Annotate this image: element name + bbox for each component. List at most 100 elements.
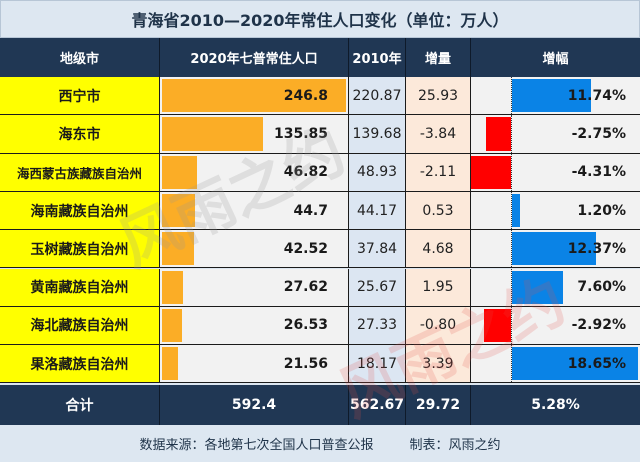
zero-axis-line [511, 306, 512, 345]
growth-bar-negative [483, 308, 511, 343]
city-cell: 果洛藏族自治州 [0, 345, 160, 383]
table-row: 西宁市 246.8 220.87 25.93 11.74% [0, 77, 640, 116]
growth-bar-positive [512, 193, 521, 228]
pop2020-cell: 135.85 [160, 115, 349, 153]
header-pop2010: 2010年 [349, 38, 406, 77]
increase-cell: 25.93 [406, 77, 471, 115]
pop2010-cell: 139.68 [349, 115, 406, 153]
pop2020-value: 246.8 [283, 87, 328, 104]
zero-axis-line [511, 77, 512, 115]
increase-cell: -3.84 [406, 115, 471, 153]
city-cell: 西宁市 [0, 77, 160, 115]
pop2020-value: 27.62 [283, 279, 328, 296]
city-cell: 黄南藏族自治州 [0, 268, 160, 306]
total-growth: 5.28% [531, 397, 580, 413]
header-growth: 增幅 [542, 52, 569, 67]
city-cell: 玉树藏族自治州 [0, 230, 160, 268]
header-pop2020: 2020年七普常住人口 [160, 38, 349, 77]
growth-cell: -4.31% [471, 153, 640, 191]
pop2020-cell: 46.82 [160, 153, 349, 191]
growth-cell: 11.74% [471, 77, 640, 115]
footer: 数据来源：各地第七次全国人口普查公报 制表：风雨之约 [0, 425, 640, 462]
pop2020-cell: 26.53 [160, 306, 349, 345]
growth-value: 1.20% [577, 202, 626, 219]
zero-axis-line [511, 230, 512, 268]
table-row: 黄南藏族自治州 27.62 25.67 1.95 7.60% [0, 268, 640, 307]
table-row: 海西蒙古族藏族自治州 46.82 48.93 -2.11 -4.31% [0, 153, 640, 192]
pop2020-value: 21.56 [283, 355, 328, 372]
growth-value: 11.74% [567, 87, 626, 104]
total-row: 合计 592.4 562.67 29.72 5.28% [0, 385, 640, 425]
increase-cell: -0.80 [406, 306, 471, 345]
total-pop2010: 562.67 [349, 385, 406, 425]
growth-cell: -2.92% [471, 306, 640, 345]
growth-value: -4.31% [571, 164, 626, 181]
pop2020-bar [162, 79, 346, 113]
pop2020-cell: 27.62 [160, 268, 349, 306]
pop2010-cell: 25.67 [349, 268, 406, 306]
growth-bar-positive [512, 79, 592, 113]
zero-axis-line [511, 153, 512, 191]
growth-bar-positive [512, 347, 638, 381]
zero-axis-line [511, 191, 512, 230]
pop2020-bar [162, 117, 264, 151]
growth-cell: 18.65% [471, 345, 640, 383]
pop2020-cell: 44.7 [160, 191, 349, 230]
zero-axis-line [511, 268, 512, 306]
zero-axis-line [511, 345, 512, 383]
city-cell: 海南藏族自治州 [0, 191, 160, 230]
pop2010-cell: 27.33 [349, 306, 406, 345]
header-row: 地级市 2020年七普常住人口 2010年 增量 增幅 [0, 38, 640, 77]
header-city: 地级市 [0, 38, 160, 77]
city-cell: 海西蒙古族藏族自治州 [0, 153, 160, 191]
growth-cell: 7.60% [471, 268, 640, 306]
increase-cell: -2.11 [406, 153, 471, 191]
table-row: 海东市 135.85 139.68 -3.84 -2.75% [0, 115, 640, 154]
pop2020-bar [162, 193, 196, 228]
pop2010-cell: 37.84 [349, 230, 406, 268]
pop2020-cell: 42.52 [160, 230, 349, 268]
pop2010-cell: 18.17 [349, 345, 406, 383]
growth-cell: 12.37% [471, 230, 640, 268]
growth-cell: 1.20% [471, 191, 640, 230]
increase-cell: 0.53 [406, 191, 471, 230]
growth-bar-positive [512, 232, 596, 266]
growth-value: 12.37% [567, 240, 626, 257]
total-increase: 29.72 [406, 385, 471, 425]
pop2020-bar [162, 155, 197, 189]
city-cell: 海东市 [0, 115, 160, 153]
increase-cell: 4.68 [406, 230, 471, 268]
growth-cell: -2.75% [471, 115, 640, 153]
growth-bar-negative [471, 155, 511, 189]
growth-value: 7.60% [577, 279, 626, 296]
pop2020-cell: 246.8 [160, 77, 349, 115]
increase-cell: 3.39 [406, 345, 471, 383]
pop2020-bar [162, 308, 182, 343]
pop2020-bar [162, 270, 183, 304]
pop2020-value: 26.53 [283, 317, 328, 334]
pop2020-cell: 21.56 [160, 345, 349, 383]
growth-value: -2.75% [571, 125, 626, 142]
table-row: 海南藏族自治州 44.7 44.17 0.53 1.20% [0, 191, 640, 231]
pop2010-cell: 48.93 [349, 153, 406, 191]
growth-bar-positive [512, 270, 564, 304]
table-row: 海北藏族自治州 26.53 27.33 -0.80 -2.92% [0, 306, 640, 346]
total-pop2020: 592.4 [160, 385, 349, 425]
header-increase: 增量 [406, 38, 471, 77]
pop2020-value: 135.85 [273, 125, 328, 142]
pop2010-cell: 44.17 [349, 191, 406, 230]
table-row: 果洛藏族自治州 21.56 18.17 3.39 18.65% [0, 345, 640, 384]
pop2020-value: 46.82 [283, 164, 328, 181]
pop2020-bar [162, 232, 194, 266]
pop2020-value: 44.7 [293, 202, 328, 219]
city-cell: 海北藏族自治州 [0, 306, 160, 345]
growth-bar-negative [485, 117, 511, 151]
growth-value: 18.65% [567, 355, 626, 372]
total-label: 合计 [0, 385, 160, 425]
data-source: 数据来源：各地第七次全国人口普查公报 [139, 438, 374, 453]
growth-value: -2.92% [571, 317, 626, 334]
table-author: 制表：风雨之约 [409, 438, 501, 453]
pop2020-value: 42.52 [283, 240, 328, 257]
pop2010-cell: 220.87 [349, 77, 406, 115]
table-title: 青海省2010—2020年常住人口变化（单位：万人） [0, 0, 640, 38]
